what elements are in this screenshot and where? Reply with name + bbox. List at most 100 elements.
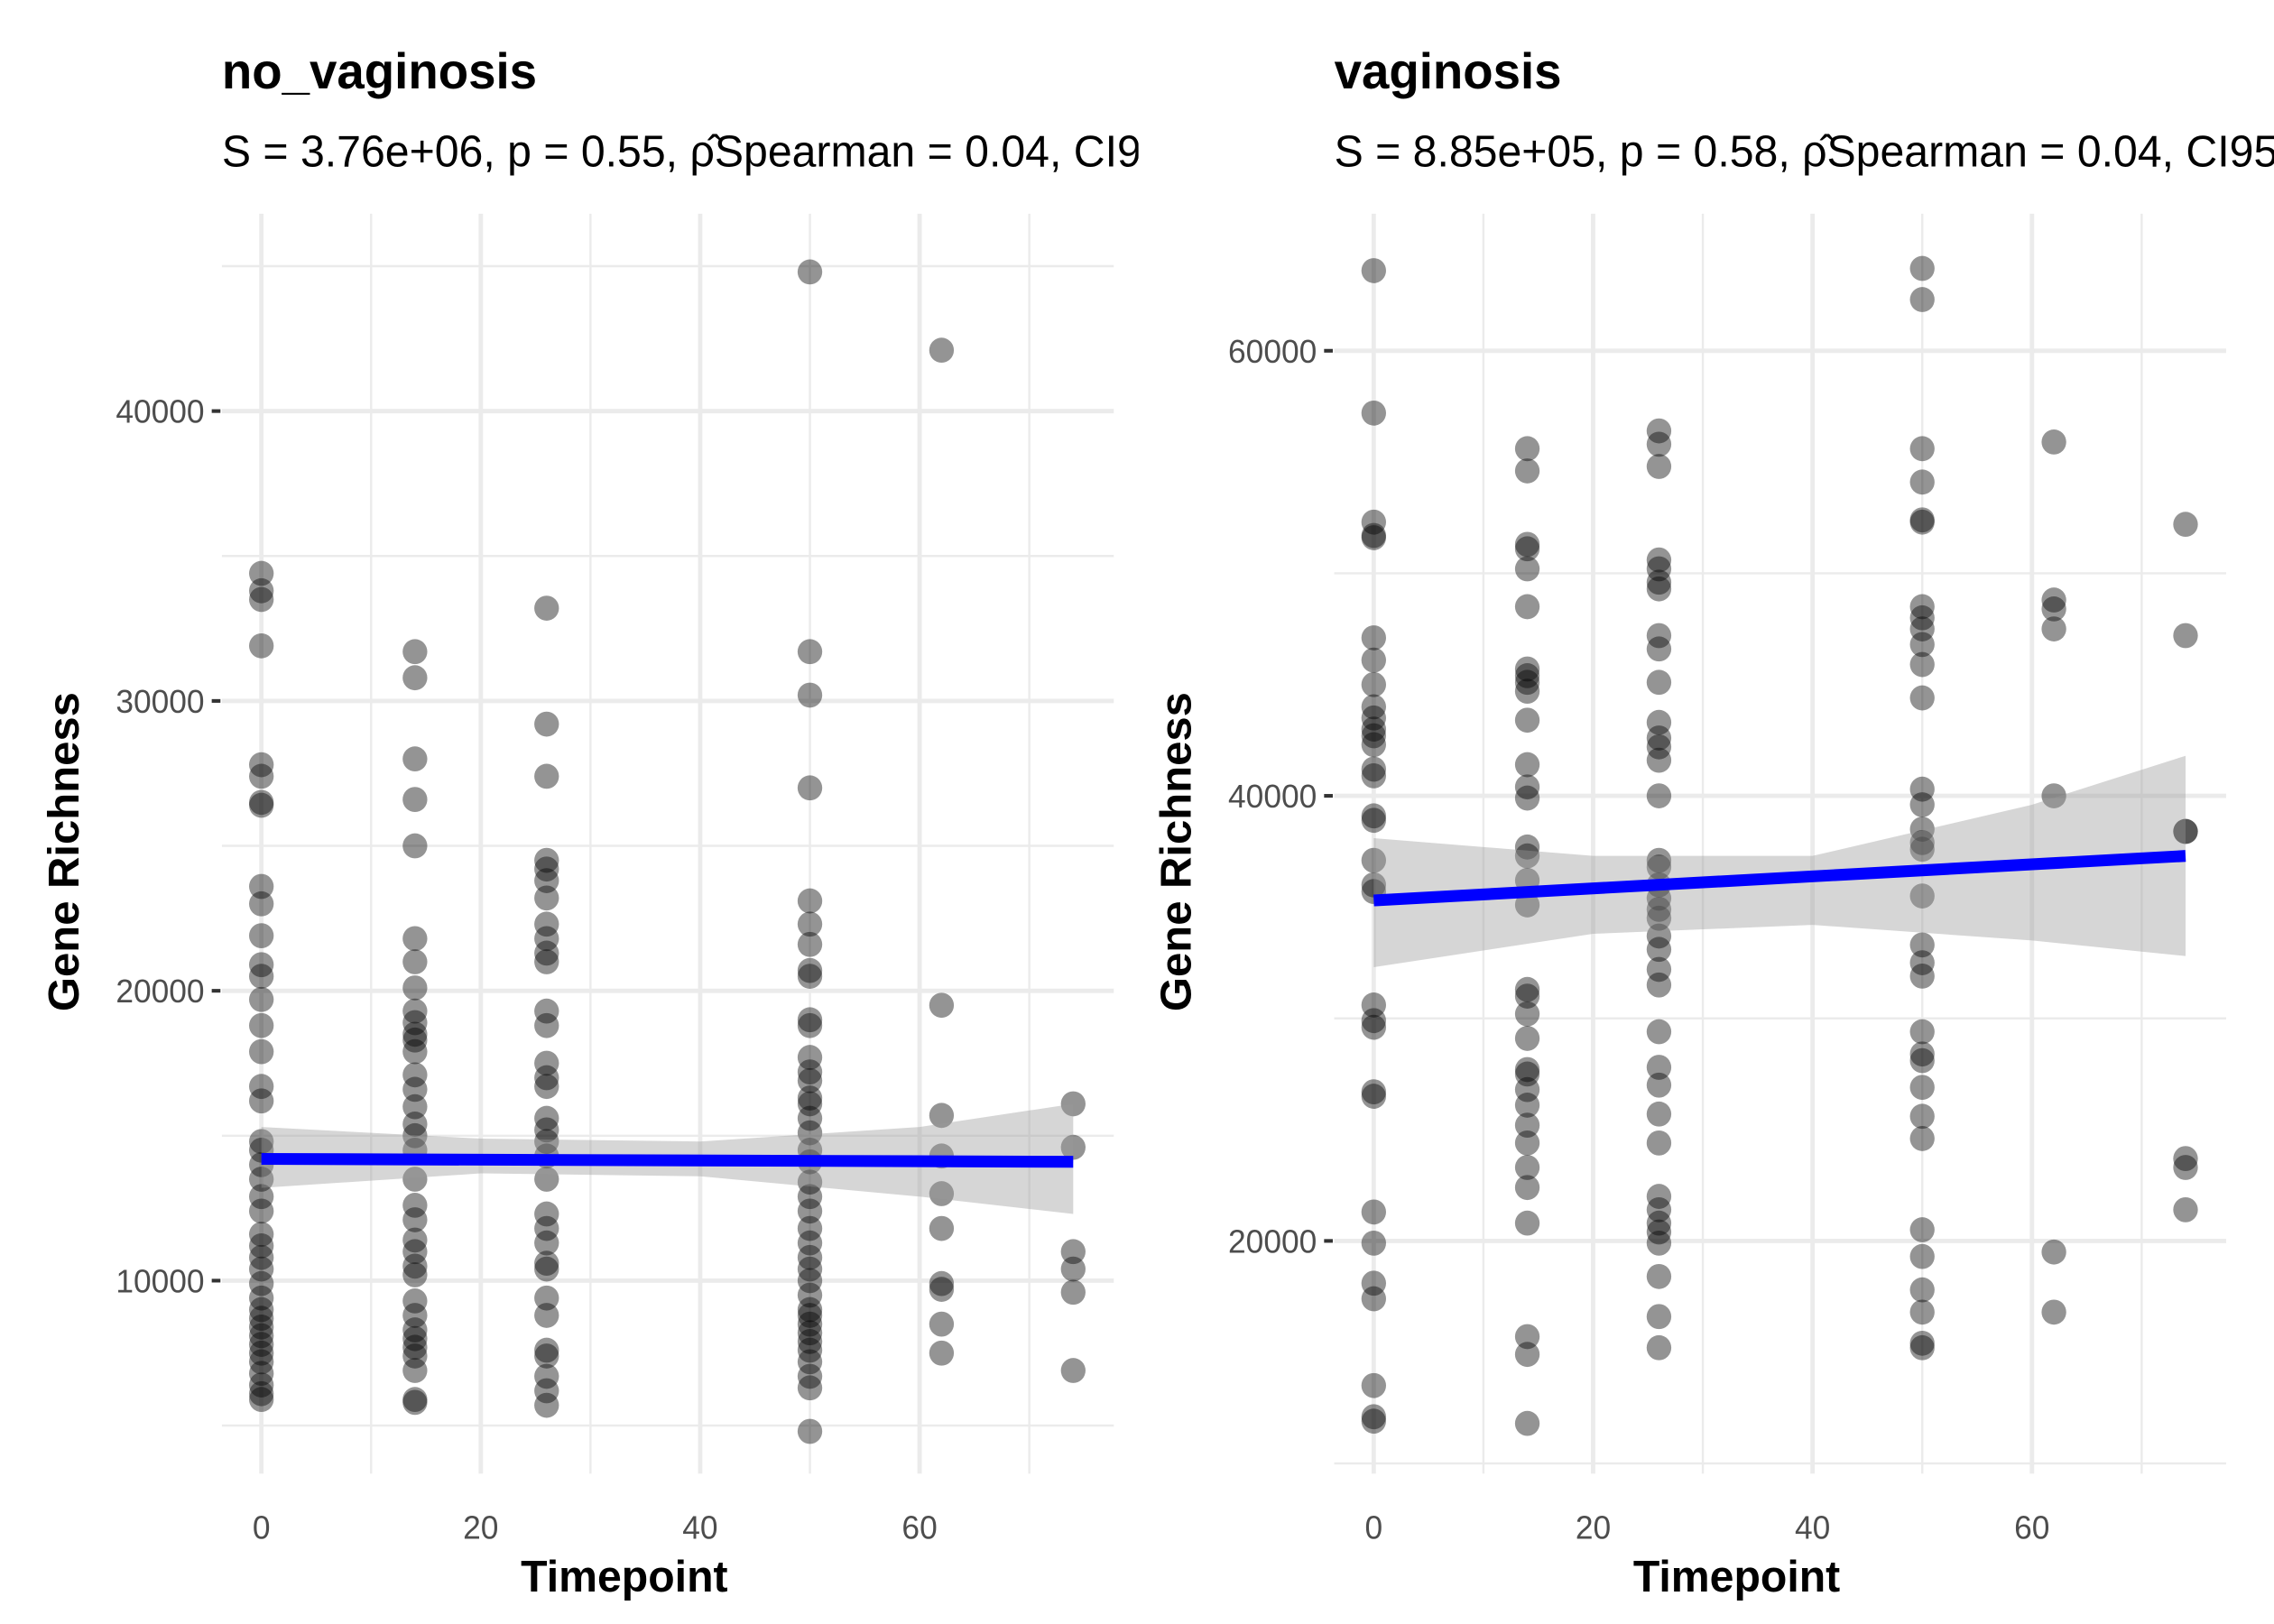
point — [2173, 623, 2198, 649]
point — [1909, 651, 1935, 678]
point — [248, 873, 274, 900]
point — [402, 1325, 428, 1352]
point — [1514, 785, 1540, 811]
point — [1514, 1175, 1540, 1201]
point — [797, 259, 823, 285]
point — [1361, 1404, 1386, 1430]
point — [248, 986, 274, 1012]
point — [797, 1105, 823, 1131]
point — [248, 1198, 274, 1224]
point — [1646, 1072, 1672, 1098]
point — [1646, 623, 1672, 649]
point — [797, 1320, 823, 1346]
point — [534, 1167, 559, 1192]
point — [1361, 1008, 1386, 1034]
point — [248, 964, 274, 989]
point — [1361, 1014, 1386, 1040]
point — [797, 1012, 823, 1038]
point — [797, 639, 823, 665]
point — [1361, 847, 1386, 873]
point — [402, 1167, 428, 1192]
y-axis-label: Gene Richness — [1152, 692, 1201, 1011]
point — [1514, 531, 1540, 558]
point — [1514, 656, 1540, 682]
point — [1909, 883, 1935, 909]
point — [248, 1349, 274, 1375]
point — [1514, 1410, 1540, 1436]
point — [929, 1340, 955, 1366]
point — [929, 1103, 955, 1129]
point — [248, 1314, 274, 1340]
point — [1514, 458, 1540, 484]
point — [797, 1184, 823, 1210]
point — [1646, 1210, 1672, 1236]
point — [534, 856, 559, 882]
point — [1514, 556, 1540, 582]
point — [248, 577, 274, 604]
point — [797, 1007, 823, 1033]
point — [1060, 1091, 1086, 1117]
point — [248, 752, 274, 778]
point — [2173, 818, 2198, 844]
point — [1909, 1299, 1935, 1325]
point — [797, 1215, 823, 1241]
point — [1909, 1330, 1935, 1356]
point — [248, 1296, 274, 1323]
point — [1361, 763, 1386, 789]
point — [1909, 1103, 1935, 1130]
point — [1514, 1130, 1540, 1156]
point — [402, 1239, 428, 1265]
point — [797, 775, 823, 801]
y-tick-label: 40000 — [116, 393, 204, 429]
point — [1646, 1219, 1672, 1245]
fit-line — [1373, 850, 2186, 907]
point — [1646, 847, 1672, 873]
point — [402, 639, 428, 665]
point — [797, 1268, 823, 1294]
point — [797, 964, 823, 989]
point — [1909, 509, 1935, 535]
point — [402, 1303, 428, 1328]
point — [402, 1288, 428, 1314]
point — [402, 1334, 428, 1361]
point — [402, 998, 428, 1024]
point — [797, 1067, 823, 1093]
point — [1909, 616, 1935, 641]
point — [1909, 604, 1935, 631]
point — [1514, 1076, 1540, 1103]
y-tick-label: 40000 — [1228, 779, 1317, 815]
point — [534, 911, 559, 937]
point — [248, 1129, 274, 1155]
point — [534, 1337, 559, 1363]
point — [534, 1256, 559, 1282]
point — [797, 1349, 823, 1375]
point — [1909, 507, 1935, 533]
point — [402, 1207, 428, 1232]
point — [534, 1074, 559, 1100]
point — [248, 1285, 274, 1311]
point — [248, 1074, 274, 1100]
x-axis-label: Timepoint — [521, 1553, 727, 1601]
point — [1646, 783, 1672, 808]
point — [1514, 976, 1540, 1002]
point — [534, 1363, 559, 1389]
point — [1909, 594, 1935, 620]
point — [248, 1167, 274, 1192]
point — [797, 1282, 823, 1308]
point — [402, 1062, 428, 1088]
point — [248, 1387, 274, 1413]
point — [402, 1387, 428, 1413]
point — [248, 1361, 274, 1387]
point — [1361, 756, 1386, 782]
point — [402, 1389, 428, 1416]
point — [1060, 1134, 1086, 1160]
point — [402, 1038, 428, 1065]
point — [1514, 1155, 1540, 1180]
point — [1514, 536, 1540, 562]
chart-subtitle: S = 3.76e+06, p = 0.55, ρ̂Spearman = 0.0… — [222, 127, 1166, 176]
point — [797, 1311, 823, 1337]
point — [248, 1340, 274, 1366]
point — [1514, 436, 1540, 462]
point — [1361, 647, 1386, 673]
